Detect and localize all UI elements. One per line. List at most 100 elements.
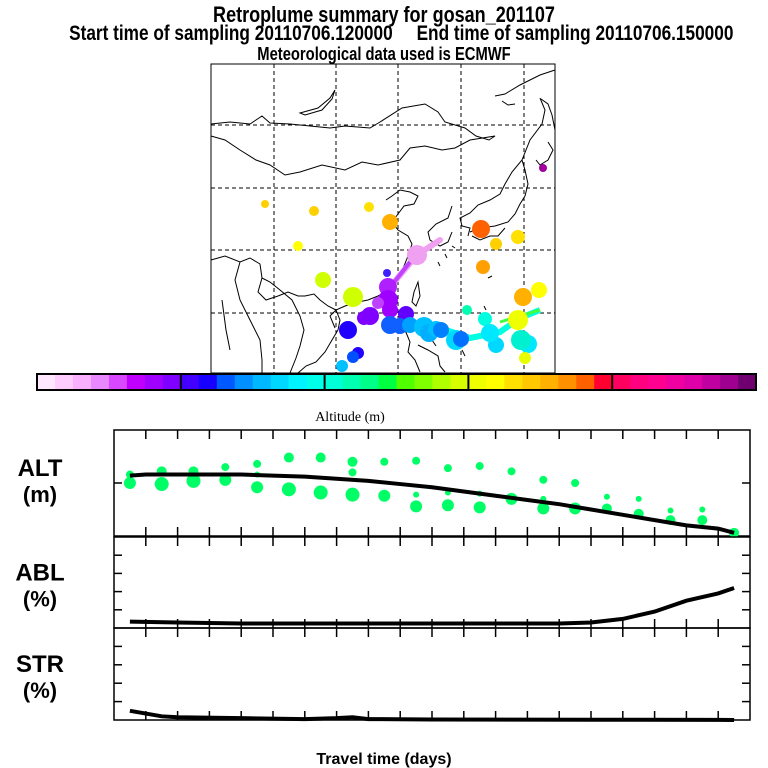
alt-data-point <box>537 502 550 515</box>
colorbar-bin <box>558 374 577 390</box>
colorbar-bin <box>252 374 272 390</box>
plume-cluster <box>336 360 348 372</box>
chart-title: Retroplume summary for gosan_201107 <box>213 2 555 27</box>
plume-cluster <box>372 297 384 309</box>
alt-data-point <box>441 499 454 512</box>
plume-cluster-marker <box>472 220 490 238</box>
plume-cluster-marker <box>261 200 269 208</box>
plume-cluster <box>315 272 331 288</box>
plume-cluster <box>511 230 525 244</box>
colorbar-frame <box>36 373 757 391</box>
plume-cluster <box>472 220 490 238</box>
alt-data-point <box>345 487 360 502</box>
alt-data-point <box>219 473 232 486</box>
sampling-time-subtitle: Start time of sampling 20110706.120000 E… <box>69 22 734 45</box>
colorbar-bin <box>414 374 433 390</box>
alt-data-point <box>186 473 201 488</box>
plume-cluster <box>514 288 532 306</box>
plume-cluster <box>261 200 269 208</box>
str-panel: STR(%) <box>16 627 751 722</box>
alt-data-point <box>251 481 264 494</box>
abl-panel: ABL(%) <box>15 536 751 629</box>
plume-cluster-marker <box>336 360 348 372</box>
colorbar-bin <box>72 374 92 390</box>
plume-cluster-marker <box>407 245 427 265</box>
plume-cluster-marker <box>478 312 492 326</box>
colorbar-bin <box>576 374 595 390</box>
alt-data-point <box>313 485 328 500</box>
str-panel-label: STR <box>16 651 64 678</box>
plume-cluster-marker <box>514 288 532 306</box>
alt-mean-line <box>129 472 735 535</box>
coastlines <box>210 69 556 374</box>
plume-cluster <box>382 302 398 318</box>
plume-cluster-marker <box>508 310 528 330</box>
plume-cluster-marker <box>372 297 384 309</box>
alt-data-point <box>413 491 420 498</box>
alt-panel: ALT(m) <box>18 429 751 538</box>
colorbar-bin <box>126 374 146 390</box>
alt-data-point <box>635 495 642 502</box>
plume-cluster <box>453 331 469 347</box>
plume-cluster <box>407 245 427 265</box>
colorbar-bin <box>54 374 74 390</box>
alt-data-point <box>443 464 452 473</box>
plume-cluster <box>539 164 547 172</box>
colorbar-bin <box>648 374 667 390</box>
colorbar-bin <box>684 374 703 390</box>
alt-data-point <box>221 463 230 472</box>
panel-frame <box>113 627 751 721</box>
plume-cluster <box>343 287 363 307</box>
colorbar-bin <box>162 374 182 390</box>
plume-cluster-marker <box>453 331 469 347</box>
plume-cluster-marker <box>382 302 398 318</box>
plume-clusters <box>261 164 547 372</box>
plume-cluster-marker <box>481 324 499 342</box>
colorbar-bin <box>630 374 649 390</box>
plume-cluster <box>511 330 531 350</box>
plume-cluster-marker <box>315 272 331 288</box>
alt-data-point <box>412 456 421 465</box>
colorbar-bin <box>270 374 290 390</box>
colorbar-bin <box>234 374 254 390</box>
colorbar-bin <box>522 374 541 390</box>
colorbar-bin <box>738 374 757 390</box>
alt-data-point <box>475 462 484 471</box>
plume-cluster <box>382 214 398 230</box>
alt-data-point <box>253 459 262 468</box>
plume-cluster <box>478 312 492 326</box>
plume-cluster <box>433 322 449 338</box>
plume-cluster-marker <box>347 351 359 363</box>
plume-cluster <box>508 310 528 330</box>
colorbar-bin <box>702 374 721 390</box>
plume-cluster-marker <box>531 282 547 298</box>
colorbar-bin <box>540 374 559 390</box>
plume-cluster <box>402 317 418 333</box>
colorbar-bin <box>37 374 56 390</box>
plume-cluster <box>481 324 499 342</box>
plume-cluster <box>357 311 371 325</box>
alt-panel-unit: (m) <box>23 482 57 507</box>
colorbar-bin <box>450 374 469 390</box>
colorbar-bin <box>180 374 200 390</box>
colorbar-bin <box>216 374 236 390</box>
colorbar-bin <box>486 374 505 390</box>
colorbar-title: Altitude (m) <box>315 410 385 425</box>
map-gridlines <box>211 64 555 373</box>
plume-cluster-marker <box>382 214 398 230</box>
colorbar-bin <box>468 374 487 390</box>
alt-data-point <box>571 479 580 487</box>
plume-cluster <box>293 241 303 251</box>
plume-cluster <box>383 269 391 277</box>
plume-cluster-marker <box>511 230 525 244</box>
alt-panel-label: ALT <box>18 455 63 482</box>
plume-cluster-marker <box>357 311 371 325</box>
met-data-note: Meteorological data used is ECMWF <box>257 44 511 64</box>
plume-cluster-marker <box>339 321 357 339</box>
plume-cluster-marker <box>364 202 374 212</box>
plume-cluster-marker <box>519 352 531 364</box>
plume-cluster <box>347 351 359 363</box>
plume-cluster-marker <box>343 287 363 307</box>
alt-data-point <box>539 475 548 484</box>
